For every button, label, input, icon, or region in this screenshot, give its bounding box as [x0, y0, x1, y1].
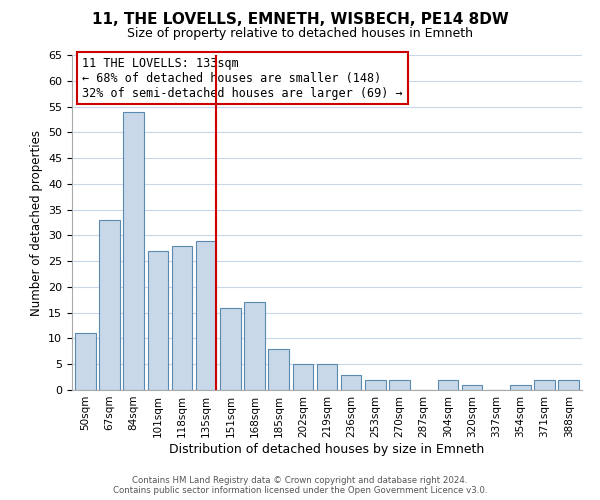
Bar	[534, 380, 555, 390]
Bar	[172, 246, 192, 390]
Bar	[293, 364, 313, 390]
X-axis label: Distribution of detached houses by size in Emneth: Distribution of detached houses by size …	[169, 442, 485, 456]
Bar	[365, 380, 386, 390]
Bar	[389, 380, 410, 390]
Bar	[244, 302, 265, 390]
Bar	[148, 251, 168, 390]
Bar	[341, 374, 361, 390]
Text: 11 THE LOVELLS: 133sqm
← 68% of detached houses are smaller (148)
32% of semi-de: 11 THE LOVELLS: 133sqm ← 68% of detached…	[82, 56, 403, 100]
Bar	[317, 364, 337, 390]
Bar	[220, 308, 241, 390]
Bar	[559, 380, 579, 390]
Bar	[268, 349, 289, 390]
Text: Contains HM Land Registry data © Crown copyright and database right 2024.
Contai: Contains HM Land Registry data © Crown c…	[113, 476, 487, 495]
Bar	[124, 112, 144, 390]
Text: 11, THE LOVELLS, EMNETH, WISBECH, PE14 8DW: 11, THE LOVELLS, EMNETH, WISBECH, PE14 8…	[92, 12, 508, 28]
Y-axis label: Number of detached properties: Number of detached properties	[29, 130, 43, 316]
Bar	[462, 385, 482, 390]
Bar	[510, 385, 530, 390]
Bar	[196, 240, 217, 390]
Bar	[75, 334, 95, 390]
Bar	[99, 220, 120, 390]
Bar	[437, 380, 458, 390]
Text: Size of property relative to detached houses in Emneth: Size of property relative to detached ho…	[127, 28, 473, 40]
